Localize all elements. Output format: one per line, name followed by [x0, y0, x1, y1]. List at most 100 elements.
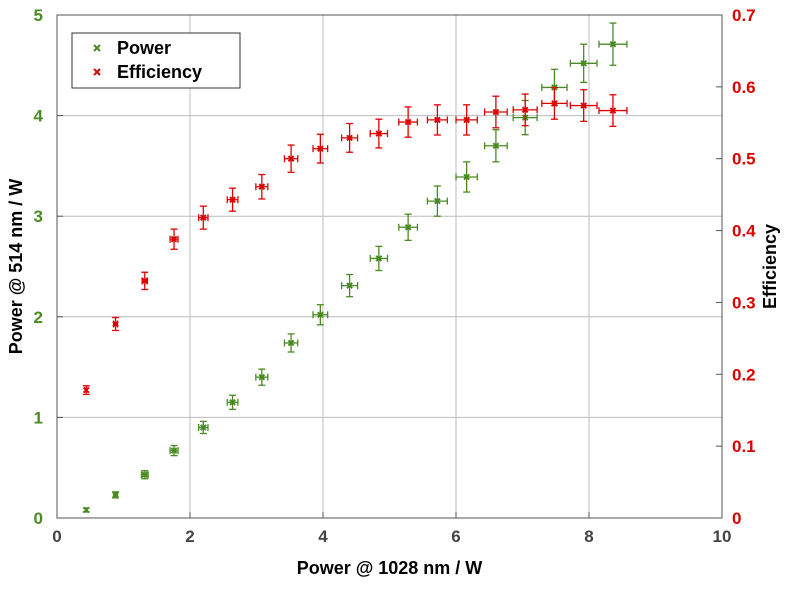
efficiency-point	[312, 133, 329, 164]
y2-tick-label: 0.2	[732, 365, 756, 384]
power-marker	[375, 255, 383, 262]
efficiency-marker	[317, 145, 324, 152]
efficiency-point	[169, 228, 179, 250]
power-point	[255, 368, 269, 386]
efficiency-point	[226, 187, 239, 212]
efficiency-marker	[287, 155, 295, 163]
y-tick-label: 4	[34, 107, 44, 126]
power-marker	[580, 59, 587, 67]
efficiency-marker	[492, 108, 500, 116]
power-point	[140, 470, 149, 480]
power-point	[112, 491, 120, 499]
power-marker	[609, 40, 617, 48]
efficiency-point	[398, 106, 419, 138]
power-point	[598, 22, 628, 66]
legend-label-efficiency: Efficiency	[117, 62, 202, 82]
power-marker	[141, 471, 149, 479]
y-tick-label: 3	[34, 207, 43, 226]
power-point	[483, 129, 508, 163]
efficiency-point	[369, 118, 389, 149]
power-marker	[199, 424, 207, 431]
y-tick-label: 2	[34, 308, 43, 327]
efficiency-marker	[434, 116, 441, 124]
efficiency-marker	[199, 214, 207, 221]
power-marker	[229, 399, 236, 406]
power-marker	[258, 373, 266, 381]
efficiency-point	[541, 86, 568, 120]
x-axis-title: Power @ 1028 nm / W	[297, 558, 483, 578]
efficiency-point	[283, 144, 299, 174]
y2-tick-label: 0.3	[732, 293, 756, 312]
power-marker	[346, 282, 353, 289]
efficiency-marker	[580, 102, 587, 109]
efficiency-marker	[229, 196, 236, 203]
power-marker	[82, 506, 90, 514]
efficiency-point	[340, 122, 359, 153]
x-tick-label: 0	[52, 527, 61, 546]
x-tick-label: 2	[185, 527, 194, 546]
efficiency-point	[426, 104, 449, 136]
y2-tick-label: 0	[732, 509, 741, 528]
y-axis-left: 0 1 2 3 4 5	[34, 6, 63, 528]
y2-tick-label: 0.6	[732, 78, 756, 97]
efficiency-marker	[82, 386, 90, 394]
y2-axis-title: Efficiency	[760, 224, 780, 309]
power-marker	[317, 311, 324, 319]
y-axis-right: 0 0.1 0.2 0.3 0.4 0.5 0.6 0.7	[716, 6, 756, 528]
efficiency-marker	[170, 235, 178, 243]
power-marker	[492, 142, 500, 150]
grid	[57, 15, 722, 518]
efficiency-point	[141, 271, 149, 291]
power-point	[312, 304, 329, 326]
efficiency-marker	[112, 320, 119, 328]
power-marker	[287, 339, 295, 347]
efficiency-series	[82, 86, 628, 396]
y-tick-label: 5	[34, 6, 43, 25]
power-point	[197, 420, 209, 435]
power-point	[283, 333, 299, 353]
power-series	[82, 22, 628, 514]
efficiency-point	[598, 94, 628, 128]
x-tick-label: 6	[451, 527, 460, 546]
legend-x-stroke	[93, 68, 101, 76]
efficiency-point	[112, 316, 120, 332]
y-tick-label: 1	[34, 408, 43, 427]
efficiency-point	[512, 93, 538, 127]
x-tick-label: 8	[584, 527, 593, 546]
power-marker	[170, 447, 178, 454]
legend: Power Efficiency	[71, 32, 241, 89]
efficiency-point	[569, 89, 598, 122]
power-point	[82, 506, 90, 514]
y2-tick-label: 0.1	[732, 437, 756, 456]
power-point	[569, 43, 598, 84]
efficiency-marker	[404, 118, 412, 126]
efficiency-marker	[521, 106, 529, 114]
legend-x-stroke	[93, 44, 101, 52]
power-point	[226, 394, 239, 411]
power-point	[398, 213, 419, 241]
power-marker	[404, 223, 412, 231]
efficiency-marker	[141, 277, 149, 285]
legend-marker-power	[93, 44, 101, 52]
power-point	[369, 245, 389, 272]
plot-frame	[56, 14, 723, 519]
x-tick-label: 4	[318, 527, 328, 546]
efficiency-point	[82, 385, 90, 396]
y-tick-label: 0	[34, 509, 43, 528]
efficiency-marker	[375, 130, 383, 137]
power-point	[426, 185, 449, 217]
x-axis: 0 2 4 6 8 10	[52, 512, 731, 546]
power-point	[455, 161, 478, 193]
efficiency-marker	[346, 134, 353, 142]
efficiency-point	[455, 104, 478, 136]
efficiency-marker	[258, 183, 266, 191]
power-marker	[463, 173, 470, 181]
power-point	[340, 273, 359, 298]
efficiency-marker	[609, 107, 617, 114]
power-marker	[434, 197, 441, 205]
y2-tick-label: 0.5	[732, 150, 756, 169]
legend-box	[71, 32, 241, 89]
legend-marker-efficiency	[93, 68, 101, 76]
